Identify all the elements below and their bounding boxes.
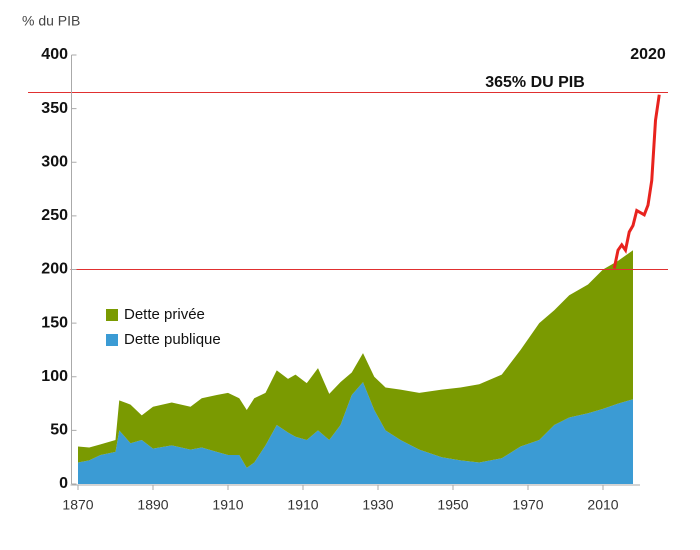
y-tick-label: 0	[59, 475, 68, 492]
y-tick-label: 250	[41, 207, 68, 224]
y-tick-label: 50	[50, 422, 68, 439]
legend-swatch	[106, 334, 118, 346]
x-tick-label: 1930	[362, 497, 393, 513]
y-axis-label: % du PIB	[22, 13, 80, 29]
x-tick-label: 1910	[212, 497, 243, 513]
legend-label: Dette privée	[124, 306, 205, 323]
x-tick-label: 2010	[587, 497, 618, 513]
legend-label: Dette publique	[124, 331, 221, 348]
y-tick-label: 350	[41, 100, 68, 117]
y-tick-label: 150	[41, 314, 68, 331]
area	[78, 250, 633, 468]
x-tick-label: 1970	[512, 497, 543, 513]
annotation: 365% DU PIB	[485, 74, 585, 91]
y-tick-label: 300	[41, 153, 68, 170]
inset-line	[612, 94, 661, 269]
x-tick-label: 1890	[137, 497, 168, 513]
y-tick-label: 400	[41, 46, 68, 63]
y-tick-label: 100	[41, 368, 68, 385]
legend-swatch	[106, 309, 118, 321]
annotation: 2020	[630, 46, 666, 63]
x-tick-label: 1950	[437, 497, 468, 513]
area	[78, 382, 633, 484]
y-tick-label: 200	[41, 261, 68, 278]
x-tick-label: 1910	[287, 497, 318, 513]
x-tick-label: 1870	[62, 497, 93, 513]
